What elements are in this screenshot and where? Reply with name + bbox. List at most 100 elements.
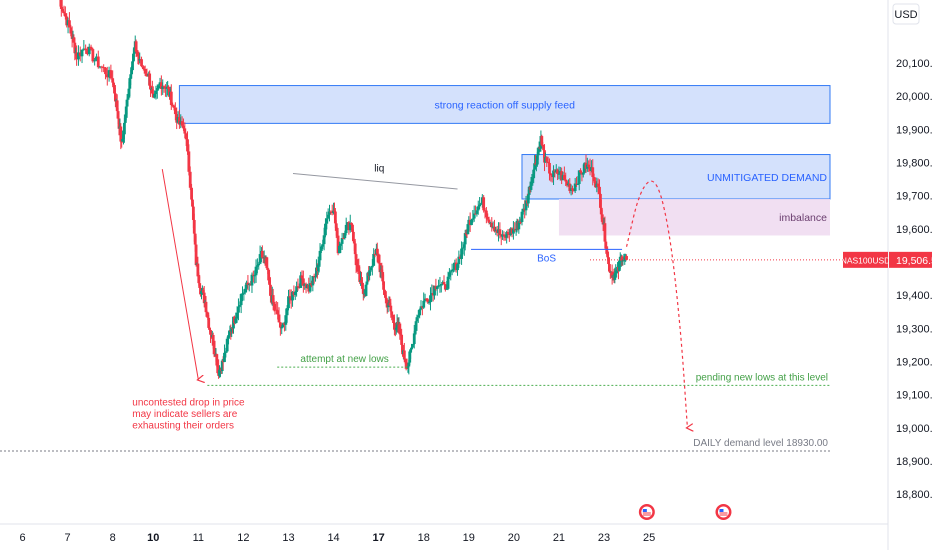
candle bbox=[388, 296, 392, 306]
candle bbox=[254, 259, 258, 283]
candle bbox=[89, 44, 93, 51]
candle bbox=[610, 264, 614, 285]
y-tick-label: 18,800.0 bbox=[896, 489, 932, 501]
x-tick-label: 7 bbox=[65, 532, 71, 544]
candle bbox=[261, 257, 265, 264]
candle bbox=[439, 283, 443, 293]
candle bbox=[141, 65, 145, 71]
candle bbox=[429, 287, 432, 311]
candle bbox=[311, 275, 315, 292]
candle bbox=[105, 66, 109, 86]
candle bbox=[260, 245, 264, 259]
candle bbox=[618, 252, 622, 270]
candle bbox=[384, 291, 387, 304]
candle bbox=[122, 133, 125, 145]
candle bbox=[117, 113, 121, 136]
candle bbox=[190, 183, 193, 202]
annotation-label-6: pending new lows at this level bbox=[696, 372, 828, 383]
candle bbox=[615, 269, 619, 278]
currency-badge-box bbox=[892, 3, 920, 25]
candle bbox=[562, 166, 566, 180]
y-tick-label: 20,000.0 bbox=[896, 91, 932, 103]
candle bbox=[470, 218, 473, 226]
currency-badge[interactable]: USD bbox=[892, 3, 920, 25]
candle bbox=[490, 217, 494, 232]
candle bbox=[295, 281, 299, 297]
candle bbox=[613, 267, 617, 284]
zone-label-1: UNMITIGATED DEMAND bbox=[707, 172, 827, 184]
zone-0[interactable] bbox=[178, 85, 831, 124]
candle bbox=[207, 312, 211, 330]
candle bbox=[338, 241, 341, 254]
candle bbox=[325, 211, 329, 230]
candle bbox=[293, 290, 297, 300]
candle bbox=[102, 64, 106, 73]
y-tick-label: 19,900.0 bbox=[896, 124, 932, 136]
currency-label: USD bbox=[894, 9, 917, 21]
candle bbox=[398, 321, 402, 340]
candle bbox=[178, 109, 181, 129]
candle bbox=[621, 260, 625, 266]
candle bbox=[393, 324, 397, 337]
candle bbox=[535, 147, 539, 167]
candle bbox=[442, 275, 446, 285]
candle bbox=[281, 322, 285, 328]
y-tick-label: 19,000.0 bbox=[896, 423, 932, 435]
candle bbox=[159, 75, 163, 96]
candle bbox=[372, 248, 376, 266]
candle bbox=[357, 258, 361, 274]
candle bbox=[409, 348, 413, 359]
candle bbox=[332, 202, 335, 215]
candle bbox=[476, 200, 480, 215]
candle bbox=[77, 45, 80, 66]
us-flag-icon[interactable] bbox=[638, 504, 655, 520]
candle bbox=[414, 319, 418, 335]
candle bbox=[335, 226, 339, 237]
candle bbox=[351, 229, 355, 242]
candle bbox=[194, 236, 198, 267]
candle bbox=[412, 324, 416, 349]
projection-curve[interactable] bbox=[625, 180, 688, 428]
annotation-arrow-8[interactable] bbox=[161, 169, 198, 380]
candle bbox=[466, 224, 470, 235]
annotation-note-8: uncontested drop in price may indicate se… bbox=[132, 398, 245, 432]
y-tick-label: 19,400.0 bbox=[896, 290, 932, 302]
x-tick-label: 6 bbox=[19, 532, 25, 544]
candle bbox=[70, 26, 74, 48]
candle bbox=[506, 229, 510, 239]
x-tick-label: 11 bbox=[193, 532, 204, 544]
candle bbox=[396, 317, 400, 333]
candle bbox=[200, 288, 203, 300]
annotation-label-3: liq bbox=[374, 163, 384, 174]
candle bbox=[246, 275, 250, 291]
annotation-labels-layer: strong reaction off supply feed UNMITIGAT… bbox=[132, 99, 828, 449]
candle bbox=[478, 196, 482, 209]
candle bbox=[137, 51, 141, 65]
price-axis[interactable]: 20,100.0 20,000.0 19,900.0 19,800.0 19,700.0… bbox=[896, 58, 932, 501]
candle bbox=[623, 253, 627, 265]
us-flag-icon[interactable] bbox=[715, 504, 732, 520]
candle bbox=[356, 259, 360, 275]
time-axis[interactable]: 6 7 8 10 11 12 13 14 17 18 19 20 21 23 25 bbox=[19, 532, 655, 544]
candle bbox=[549, 173, 553, 182]
candle bbox=[84, 44, 88, 54]
candle bbox=[128, 77, 132, 96]
candle bbox=[93, 57, 97, 66]
candle bbox=[188, 166, 192, 190]
candle bbox=[548, 158, 551, 181]
candle bbox=[614, 264, 618, 276]
candle bbox=[223, 344, 226, 363]
zone-label-0: strong reaction off supply feed bbox=[434, 99, 575, 111]
candle bbox=[165, 81, 169, 98]
candle bbox=[552, 165, 555, 186]
y-tick-label: 19,100.0 bbox=[896, 390, 932, 402]
candle bbox=[573, 178, 577, 194]
zone-1[interactable] bbox=[521, 154, 831, 200]
candle bbox=[273, 301, 277, 315]
candle bbox=[351, 223, 354, 234]
annotation-line-3[interactable] bbox=[292, 172, 458, 190]
candle bbox=[98, 65, 102, 69]
candle bbox=[456, 263, 459, 276]
